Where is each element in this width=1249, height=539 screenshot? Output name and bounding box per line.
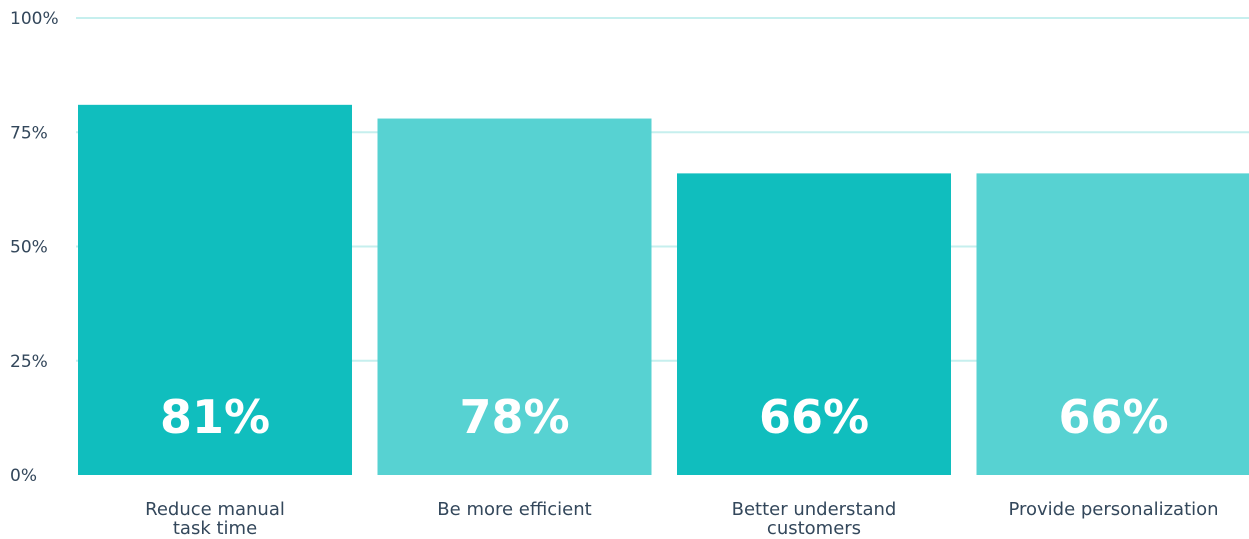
data-label-4: 66% [1058, 390, 1168, 444]
y-tick-label-0: 0% [10, 466, 37, 486]
data-labels: 81% 78% 66% 66% [160, 390, 1169, 444]
data-label-3: 66% [759, 390, 869, 444]
category-label-line: Be more efficient [437, 499, 591, 520]
category-label-line: Reduce manual [145, 499, 285, 520]
category-label-line: task time [173, 518, 257, 539]
category-label-line: customers [767, 518, 861, 539]
bars [78, 104, 1249, 475]
category-label-line: Provide personalization [1008, 499, 1218, 520]
y-tick-label-75: 75% [10, 123, 48, 143]
y-axis-tick-labels: 0% 25% 50% 75% 100% [10, 9, 59, 486]
category-label-4: Provide personalization [1008, 499, 1218, 520]
bar-3 [677, 173, 951, 475]
y-tick-label-50: 50% [10, 238, 48, 258]
bar-2 [377, 118, 652, 475]
bar-1 [78, 104, 352, 475]
bar-4 [976, 173, 1249, 475]
category-label-2: Be more efficient [437, 499, 591, 520]
data-label-2: 78% [459, 390, 569, 444]
x-axis-category-labels: Reduce manual task time Be more efficient B… [145, 499, 1218, 539]
y-tick-label-100: 100% [10, 9, 59, 29]
data-label-1: 81% [160, 390, 270, 444]
category-label-3: Better understand customers [732, 499, 897, 539]
category-label-line: Better understand [732, 499, 897, 520]
category-label-1: Reduce manual task time [145, 499, 285, 539]
y-tick-label-25: 25% [10, 352, 48, 372]
